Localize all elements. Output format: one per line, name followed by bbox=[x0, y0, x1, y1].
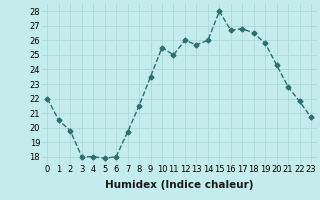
X-axis label: Humidex (Indice chaleur): Humidex (Indice chaleur) bbox=[105, 180, 253, 190]
